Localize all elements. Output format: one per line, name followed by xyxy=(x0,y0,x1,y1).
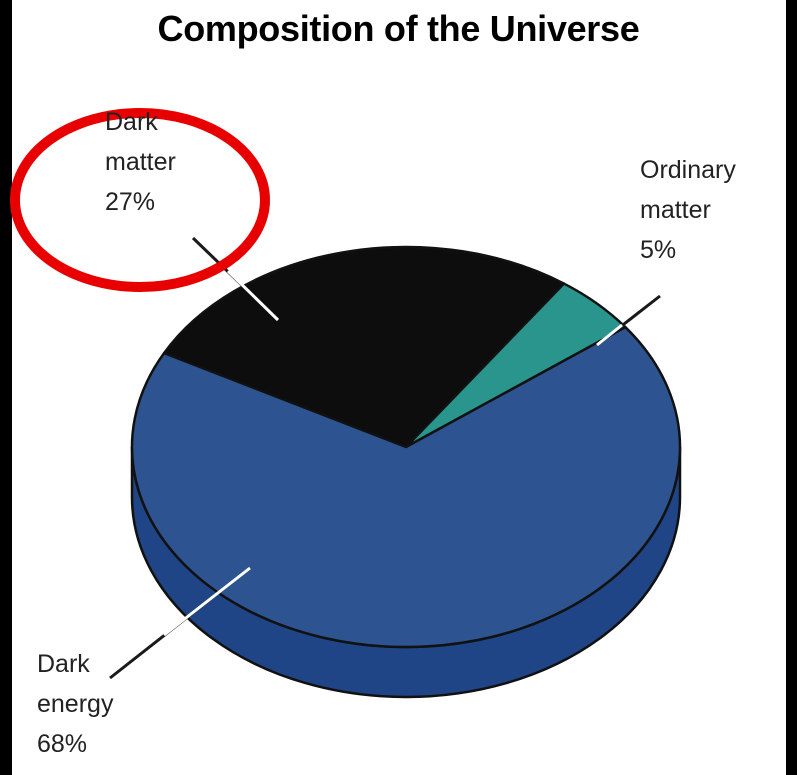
label-dark-energy-percent: 68% xyxy=(37,730,88,758)
leader-line-ordinary-matter-inner xyxy=(596,323,623,347)
label-dark-energy-line2: energy xyxy=(37,690,114,718)
highlight-circle xyxy=(10,108,270,292)
label-ordinary-matter-percent: 5% xyxy=(640,236,677,264)
leader-line-dark-matter-inner xyxy=(226,269,280,322)
leader-line-dark-energy-inner xyxy=(163,566,251,637)
label-dark-matter-line1: Dark xyxy=(105,108,158,136)
label-dark-matter-percent: 27% xyxy=(105,188,156,216)
label-dark-matter: Dark matter 27% xyxy=(105,102,176,222)
label-dark-energy-line1: Dark xyxy=(37,650,90,678)
label-ordinary-matter-line2: matter xyxy=(640,196,711,224)
pie-slice-dark-matter xyxy=(162,245,566,449)
label-ordinary-matter: Ordinary matter 5% xyxy=(640,150,736,270)
right-edge-bar xyxy=(786,0,797,775)
label-dark-energy: Dark energy 68% xyxy=(37,644,113,764)
pie-slice-dark-energy xyxy=(130,325,682,649)
left-edge-bar xyxy=(0,0,12,775)
chart-title: Composition of the Universe xyxy=(157,8,640,49)
label-dark-matter-line2: matter xyxy=(105,148,176,176)
label-ordinary-matter-line1: Ordinary xyxy=(640,156,736,184)
